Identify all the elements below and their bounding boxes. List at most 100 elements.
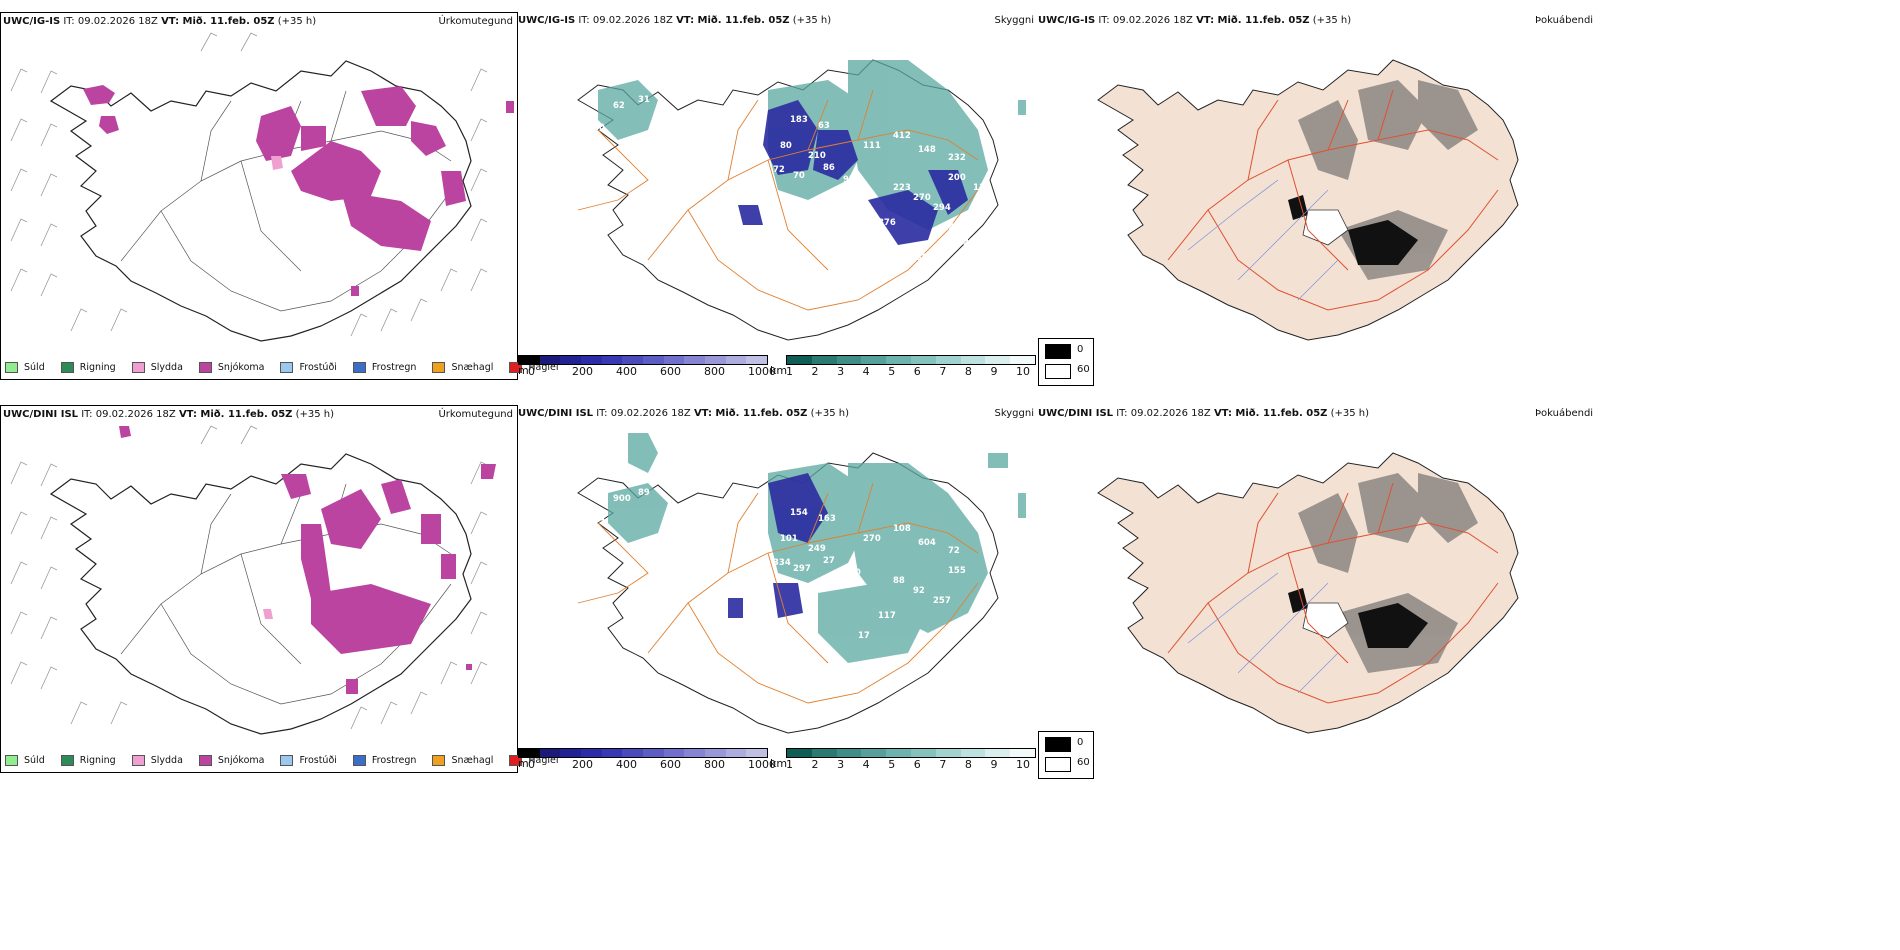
cloud-height-label: 168 [896, 245, 914, 255]
cloud-height-label: 900 [613, 494, 631, 504]
colorbar-tick: 400 [616, 365, 637, 378]
height-colorbar: 0 200 400 600 800 1000 m [518, 355, 776, 378]
colorbar-swatch [519, 749, 540, 757]
wind-barbs [10, 425, 488, 730]
colorbar-swatch [705, 749, 726, 757]
cloud-height-label: 270 [913, 193, 931, 203]
colorbar-tick: 0 [528, 758, 535, 771]
colorbar-swatch [725, 356, 747, 364]
cloud-title: Skyggni [994, 15, 1034, 26]
colorbar-swatch [622, 749, 644, 757]
cloud-height-label: 63 [818, 121, 830, 131]
colorbar-tick: 7 [939, 758, 947, 771]
colorbar-tick: 3 [837, 758, 845, 771]
colorbar-swatch [725, 749, 747, 757]
fog-high [1288, 195, 1418, 265]
colorbar-swatch [705, 356, 726, 364]
iceland-outline [49, 60, 472, 342]
colorbar-swatch [643, 356, 664, 364]
colorbar-swatch [560, 356, 582, 364]
rivers [1187, 179, 1339, 301]
cloud-height-label: 83 [733, 228, 745, 238]
legend-sudd: Súld [5, 755, 45, 766]
legend-frostudi: Frostúði [280, 362, 337, 373]
fog-panel-top: UWC/IG-IS IT: 09.02.2026 18Z VT: Mið. 11… [1038, 12, 1858, 386]
colorbar-swatch [886, 356, 911, 364]
vis-colorbar: 1 2 3 4 5 6 7 8 9 10 km [770, 748, 1036, 771]
colorbar-swatch [836, 356, 862, 364]
legend-sudd: Súld [5, 362, 45, 373]
cloud-height-label: 89 [638, 488, 650, 498]
colorbar-swatch [811, 749, 837, 757]
cloud-height-label: 148 [918, 145, 936, 155]
cloud-height-label: 20 [593, 123, 605, 133]
legend-snjokoma: Snjókoma [198, 362, 264, 373]
cloud-height-label: 104 [978, 198, 996, 208]
colorbar-swatch [643, 749, 664, 757]
roads [577, 482, 979, 704]
cloud-height-label: 117 [973, 183, 991, 193]
cloud-height-label: 62 [613, 101, 625, 111]
fog-legend: 0 60 [1038, 338, 1094, 386]
colorbar-tick: 6 [913, 365, 921, 378]
cloud-height-label: 72 [773, 165, 785, 175]
colorbar-tick: 1000 [748, 758, 776, 771]
cloud-height-label: 270 [863, 534, 881, 544]
colorbar-swatch [910, 749, 936, 757]
cloud-height-label: 40 [986, 218, 998, 228]
cloud-height-label: 92 [843, 175, 855, 185]
colorbar-swatch [560, 749, 582, 757]
colorbar-swatch [539, 356, 561, 364]
cloud-height-label: 210 [808, 151, 826, 161]
panel-header: UWC/IG-IS IT: 09.02.2026 18Z VT: Mið. 11… [1038, 15, 1352, 26]
colorbar-swatch [960, 749, 986, 757]
cloud-height-label: 127 [718, 526, 736, 536]
cloud-height-label: 111 [863, 141, 881, 151]
legend-slydda: Slydda [131, 755, 183, 766]
cloud-height-label: 876 [878, 218, 896, 228]
cloud-height-label: 89 [593, 516, 605, 526]
colorbar-tick: 10 [1016, 758, 1030, 771]
cloud-height-label: 31 [638, 95, 650, 105]
cloud-height-label: 297 [793, 564, 811, 574]
cloud-height-label: 249 [808, 544, 826, 554]
colorbar-swatch [663, 749, 685, 757]
cloud-panel-top: UWC/IG-IS IT: 09.02.2026 18Z VT: Mið. 11… [518, 12, 1038, 380]
cloud-height-label: 88 [893, 576, 905, 586]
colorbar-swatch [910, 356, 936, 364]
colorbar-swatch [1010, 356, 1035, 364]
cloud-panel-bottom: UWC/DINI ISL IT: 09.02.2026 18Z VT: Mið.… [518, 405, 1038, 773]
colorbar-tick: 5 [888, 758, 896, 771]
precip-map [10, 425, 496, 735]
height-colorbar: 0 200 400 600 800 1000 m [518, 748, 776, 771]
colorbar-tick: 7 [939, 365, 947, 378]
cloud-height-label: 108 [893, 524, 911, 534]
cloud-height-label: 41 [718, 133, 730, 143]
vis-colorbar-bar [786, 748, 1036, 758]
iceland-outline [49, 453, 472, 735]
cloud-title: Skyggni [994, 408, 1034, 419]
colorbar-swatch [746, 749, 768, 757]
panel-header: UWC/IG-IS IT: 09.02.2026 18Z VT: Mið. 11… [518, 15, 832, 26]
roads [577, 89, 979, 311]
colorbar-swatch [601, 749, 623, 757]
vis-colorbar-ticks: 1 2 3 4 5 6 7 8 9 10 [786, 758, 1036, 771]
precip-legend: Súld Rigning Slydda Snjókoma Frostúði Fr… [5, 755, 575, 766]
precip-panel-top: UWC/IG-IS IT: 09.02.2026 18Z VT: Mið. 11… [0, 12, 559, 380]
colorbar-tick: 4 [862, 365, 870, 378]
colorbar-swatch [861, 356, 887, 364]
legend-hagel: Haglél [509, 362, 559, 373]
height-colorbar-ticks: 0 200 400 600 800 1000 [518, 758, 776, 771]
fog-legend: 0 60 [1038, 731, 1094, 779]
precip-panel-bottom: UWC/DINI ISL IT: 09.02.2026 18Z VT: Mið.… [0, 405, 559, 773]
cloud-height-label: 17 [858, 631, 870, 641]
colorbar-swatch [985, 356, 1011, 364]
colorbar-swatch [985, 749, 1011, 757]
colorbar-swatch [539, 749, 561, 757]
legend-rigning: Rigning [60, 755, 116, 766]
colorbar-tick: 6 [913, 758, 921, 771]
cloud-height-label: 412 [893, 131, 911, 141]
cloud-height-label: 155 [948, 566, 966, 576]
precip-map [10, 32, 514, 342]
